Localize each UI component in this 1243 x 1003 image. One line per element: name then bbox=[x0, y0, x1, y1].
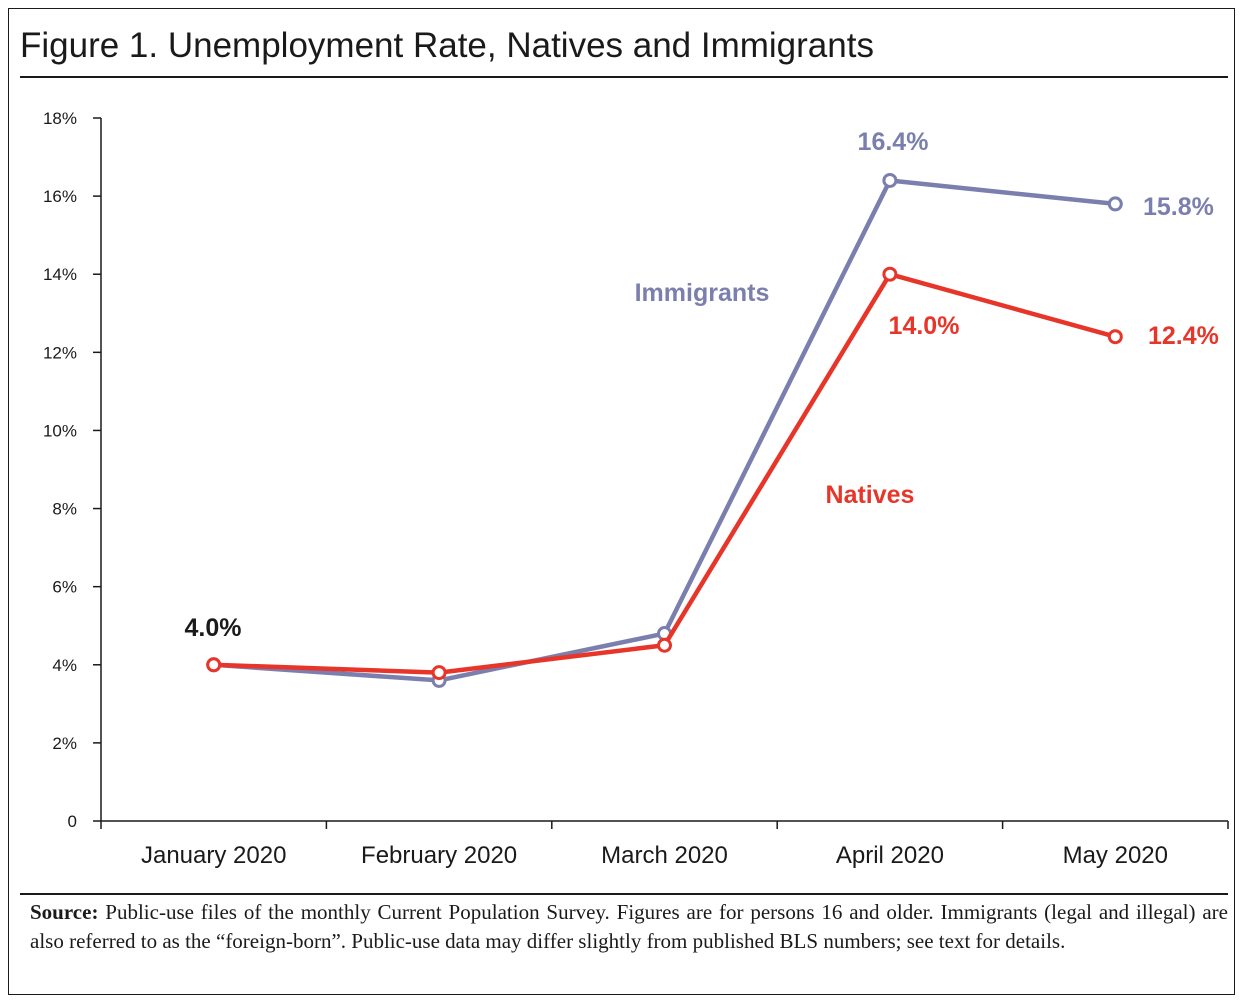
y-tick-label: 10% bbox=[43, 421, 77, 440]
data-label: 12.4% bbox=[1148, 322, 1219, 350]
data-label: 16.4% bbox=[858, 128, 929, 156]
y-tick-label: 6% bbox=[52, 578, 77, 597]
y-tick-label: 8% bbox=[52, 500, 77, 519]
y-tick-label: 4% bbox=[52, 656, 77, 675]
source-note: Source: Public-use files of the monthly … bbox=[30, 898, 1228, 956]
data-point-immigrants bbox=[1107, 196, 1123, 212]
y-tick-label: 16% bbox=[43, 187, 77, 206]
data-point-natives bbox=[657, 637, 672, 653]
x-tick-label: April 2020 bbox=[836, 842, 944, 869]
chart-axes: 0 2% 4% 6% 8% 10% 12% 14% 16% 18% January 2020 Febr… bbox=[43, 109, 1229, 869]
data-point-natives bbox=[1107, 329, 1123, 345]
data-point-immigrants bbox=[882, 172, 898, 188]
title-rule bbox=[20, 76, 1228, 78]
line-chart: 0 2% 4% 6% 8% 10% 12% 14% 16% 18% January 2020 Febr… bbox=[43, 109, 1229, 869]
source-rule bbox=[20, 893, 1228, 895]
chart-title: Figure 1. Unemployment Rate, Natives and… bbox=[20, 26, 874, 65]
data-label: 15.8% bbox=[1143, 193, 1214, 221]
source-text: Public-use files of the monthly Current … bbox=[30, 900, 1228, 953]
y-tick-label: 0 bbox=[68, 812, 77, 831]
y-tick-label: 12% bbox=[43, 343, 77, 362]
x-tick-label: February 2020 bbox=[361, 842, 517, 869]
data-point-natives bbox=[882, 266, 898, 282]
data-label: 14.0% bbox=[889, 312, 960, 340]
x-tick-label: March 2020 bbox=[601, 842, 728, 869]
x-tick-label: January 2020 bbox=[141, 842, 286, 869]
data-label: 4.0% bbox=[185, 614, 242, 642]
data-point-natives bbox=[431, 665, 447, 681]
data-point-natives bbox=[206, 657, 222, 673]
series-line-natives bbox=[211, 271, 1118, 675]
series-label-immigrants: Immigrants bbox=[635, 279, 770, 307]
y-tick-label: 2% bbox=[52, 734, 77, 753]
source-label: Source: bbox=[30, 900, 99, 924]
chart-series bbox=[206, 172, 1123, 688]
series-line-immigrants bbox=[211, 178, 1118, 683]
y-tick-label: 14% bbox=[43, 265, 77, 284]
figure-frame bbox=[8, 8, 1235, 995]
series-label-natives: Natives bbox=[826, 481, 915, 509]
y-tick-label: 18% bbox=[43, 109, 77, 128]
x-tick-label: May 2020 bbox=[1063, 842, 1168, 869]
chart-labels: Immigrants Natives 4.0% 16.4% 15.8% 14.0% 12.4… bbox=[185, 128, 1219, 642]
